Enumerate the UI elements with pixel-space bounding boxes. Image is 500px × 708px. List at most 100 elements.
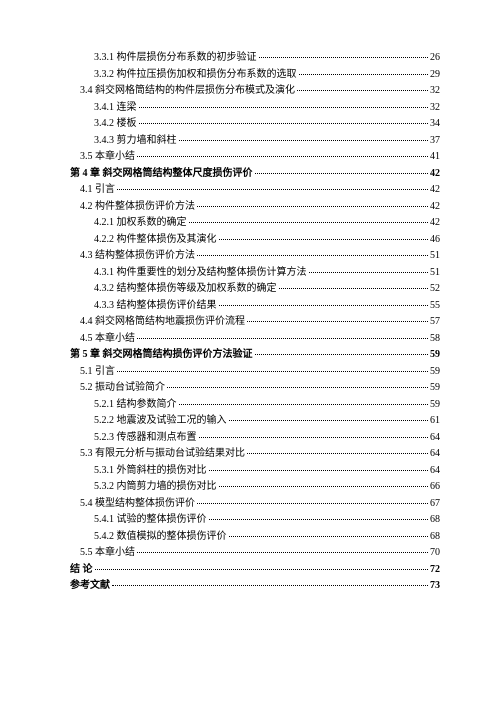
toc-label: 4.2 构件整体损伤评价方法	[80, 199, 195, 215]
toc-dots	[199, 436, 429, 438]
toc-label: 结 论	[70, 562, 93, 578]
toc-entry: 4.5 本章小结58	[70, 331, 440, 347]
toc-page-number: 32	[430, 83, 440, 99]
toc-dots	[95, 568, 429, 570]
toc-dots	[279, 287, 429, 289]
toc-dots	[209, 469, 429, 471]
toc-label: 4.2.1 加权系数的确定	[94, 215, 187, 231]
toc-entry: 4.3 结构整体损伤评价方法 51	[70, 248, 440, 264]
toc-dots	[117, 188, 428, 190]
toc-page-number: 66	[430, 479, 440, 495]
toc-page-number: 73	[430, 578, 440, 594]
toc-entry: 3.3.2 构件拉压损伤加权和损伤分布系数的选取29	[70, 67, 440, 83]
toc-entry: 3.4 斜交网格筒结构的构件层损伤分布模式及演化 32	[70, 83, 440, 99]
toc-page-number: 55	[430, 298, 440, 314]
toc-entry: 参考文献 73	[70, 578, 440, 594]
toc-dots	[197, 205, 428, 207]
toc-page-number: 42	[430, 215, 440, 231]
toc-dots	[167, 386, 428, 388]
toc-label: 5.2.1 结构参数简介	[94, 397, 177, 413]
toc-page-number: 57	[430, 314, 440, 330]
toc-dots	[259, 56, 429, 58]
toc-entry: 第 4 章 斜交网格筒结构整体尺度损伤评价 42	[70, 166, 440, 182]
toc-page-number: 68	[430, 529, 440, 545]
toc-entry: 5.3.2 内筒剪力墙的损伤对比 66	[70, 479, 440, 495]
toc-page-number: 26	[430, 50, 440, 66]
toc-dots	[247, 320, 428, 322]
toc-dots	[297, 89, 428, 91]
toc-entry: 3.4.2 楼板 34	[70, 116, 440, 132]
toc-dots	[299, 73, 429, 75]
toc-page-number: 29	[430, 67, 440, 83]
toc-entry: 4.2 构件整体损伤评价方法 42	[70, 199, 440, 215]
toc-page-number: 42	[430, 166, 440, 182]
toc-label: 第 4 章 斜交网格筒结构整体尺度损伤评价	[70, 166, 253, 182]
toc-dots	[189, 221, 429, 223]
toc-entry: 5.4 模型结构整体损伤评价67	[70, 496, 440, 512]
toc-page-number: 72	[430, 562, 440, 578]
toc-page-number: 68	[430, 512, 440, 528]
toc-entry: 3.4.1 连梁 32	[70, 100, 440, 116]
toc-page-number: 59	[430, 347, 440, 363]
toc-page-number: 51	[430, 265, 440, 281]
toc-label: 4.2.2 构件整体损伤及其演化	[94, 232, 217, 248]
toc-dots	[139, 122, 429, 124]
toc-entry: 3.5 本章小结41	[70, 149, 440, 165]
toc-label: 3.4.2 楼板	[94, 116, 137, 132]
toc-label: 5.4 模型结构整体损伤评价	[80, 496, 195, 512]
toc-page: 3.3.1 构件层损伤分布系数的初步验证263.3.2 构件拉压损伤加权和损伤分…	[0, 0, 500, 645]
toc-entry: 5.2.3 传感器和测点布置64	[70, 430, 440, 446]
toc-dots	[247, 452, 428, 454]
toc-page-number: 32	[430, 100, 440, 116]
toc-page-number: 64	[430, 463, 440, 479]
toc-page-number: 42	[430, 199, 440, 215]
toc-entry: 5.2.1 结构参数简介59	[70, 397, 440, 413]
toc-label: 5.2.3 传感器和测点布置	[94, 430, 197, 446]
toc-page-number: 59	[430, 380, 440, 396]
toc-label: 第 5 章 斜交网格筒结构损伤评价方法验证	[70, 347, 253, 363]
toc-entry: 3.3.1 构件层损伤分布系数的初步验证26	[70, 50, 440, 66]
toc-entry: 4.3.2 结构整体损伤等级及加权系数的确定 52	[70, 281, 440, 297]
toc-label: 参考文献	[70, 578, 110, 594]
toc-page-number: 34	[430, 116, 440, 132]
toc-page-number: 51	[430, 248, 440, 264]
toc-label: 5.1 引言	[80, 364, 115, 380]
toc-label: 3.4.1 连梁	[94, 100, 137, 116]
toc-entry: 4.4 斜交网格筒结构地震损伤评价流程 57	[70, 314, 440, 330]
toc-label: 5.3.2 内筒剪力墙的损伤对比	[94, 479, 217, 495]
toc-dots	[219, 485, 429, 487]
toc-dots	[137, 337, 428, 339]
toc-dots	[197, 502, 428, 504]
toc-dots	[309, 271, 429, 273]
toc-dots	[229, 419, 429, 421]
toc-page-number: 52	[430, 281, 440, 297]
toc-dots	[137, 551, 428, 553]
toc-label: 3.4.3 剪力墙和斜柱	[94, 133, 177, 149]
toc-label: 4.3 结构整体损伤评价方法	[80, 248, 195, 264]
toc-label: 3.5 本章小结	[80, 149, 135, 165]
toc-entry: 第 5 章 斜交网格筒结构损伤评价方法验证 59	[70, 347, 440, 363]
toc-label: 5.4.1 试验的整体损伤评价	[94, 512, 207, 528]
toc-label: 4.1 引言	[80, 182, 115, 198]
toc-dots	[137, 155, 428, 157]
toc-page-number: 37	[430, 133, 440, 149]
toc-label: 5.3.1 外筒斜柱的损伤对比	[94, 463, 207, 479]
toc-page-number: 64	[430, 446, 440, 462]
toc-entry: 3.4.3 剪力墙和斜柱 37	[70, 133, 440, 149]
toc-dots	[197, 254, 428, 256]
toc-label: 4.4 斜交网格筒结构地震损伤评价流程	[80, 314, 245, 330]
toc-label: 4.3.2 结构整体损伤等级及加权系数的确定	[94, 281, 277, 297]
toc-dots	[219, 238, 429, 240]
toc-label: 5.3 有限元分析与振动台试验结果对比	[80, 446, 245, 462]
toc-label: 3.4 斜交网格筒结构的构件层损伤分布模式及演化	[80, 83, 295, 99]
toc-entry: 5.1 引言59	[70, 364, 440, 380]
toc-dots	[255, 353, 429, 355]
toc-entry: 5.3.1 外筒斜柱的损伤对比 64	[70, 463, 440, 479]
toc-entry: 4.2.2 构件整体损伤及其演化46	[70, 232, 440, 248]
toc-label: 4.5 本章小结	[80, 331, 135, 347]
toc-label: 5.2.2 地震波及试验工况的输入	[94, 413, 227, 429]
toc-dots	[139, 106, 429, 108]
toc-label: 4.3.1 构件重要性的划分及结构整体损伤计算方法	[94, 265, 307, 281]
toc-entry: 4.2.1 加权系数的确定 42	[70, 215, 440, 231]
toc-entry: 5.2.2 地震波及试验工况的输入61	[70, 413, 440, 429]
